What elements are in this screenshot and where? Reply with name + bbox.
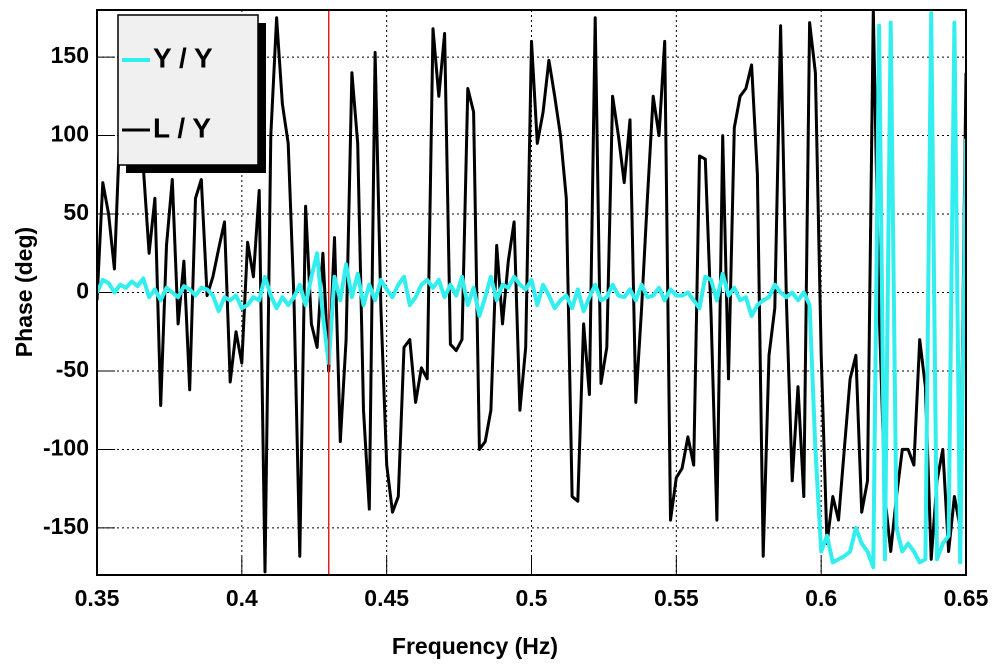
x-tick-label: 0.35 [75,585,120,611]
x-tick-label: 0.6 [805,585,837,611]
x-tick-label: 0.65 [944,585,989,611]
legend-label: Y / Y [153,42,213,73]
x-tick-label: 0.45 [364,585,409,611]
legend-label: L / Y [153,112,211,143]
y-tick-label: 50 [63,199,89,225]
x-tick-label: 0.5 [516,585,548,611]
y-tick-label: -50 [56,356,89,382]
series-line [97,11,966,570]
series-line [97,10,966,574]
y-tick-label: -100 [43,435,89,461]
frame [96,9,967,576]
y-tick-label: -150 [43,513,89,539]
y-axis-label: Phase (deg) [11,227,37,357]
y-tick-label: 100 [51,121,89,147]
x-tick-label: 0.55 [654,585,699,611]
x-tick-label: 0.4 [226,585,258,611]
y-tick-label: 150 [51,42,89,68]
y-tick-label: 0 [76,278,89,304]
legend [117,14,259,166]
x-axis-label: Frequency (Hz) [392,633,558,659]
